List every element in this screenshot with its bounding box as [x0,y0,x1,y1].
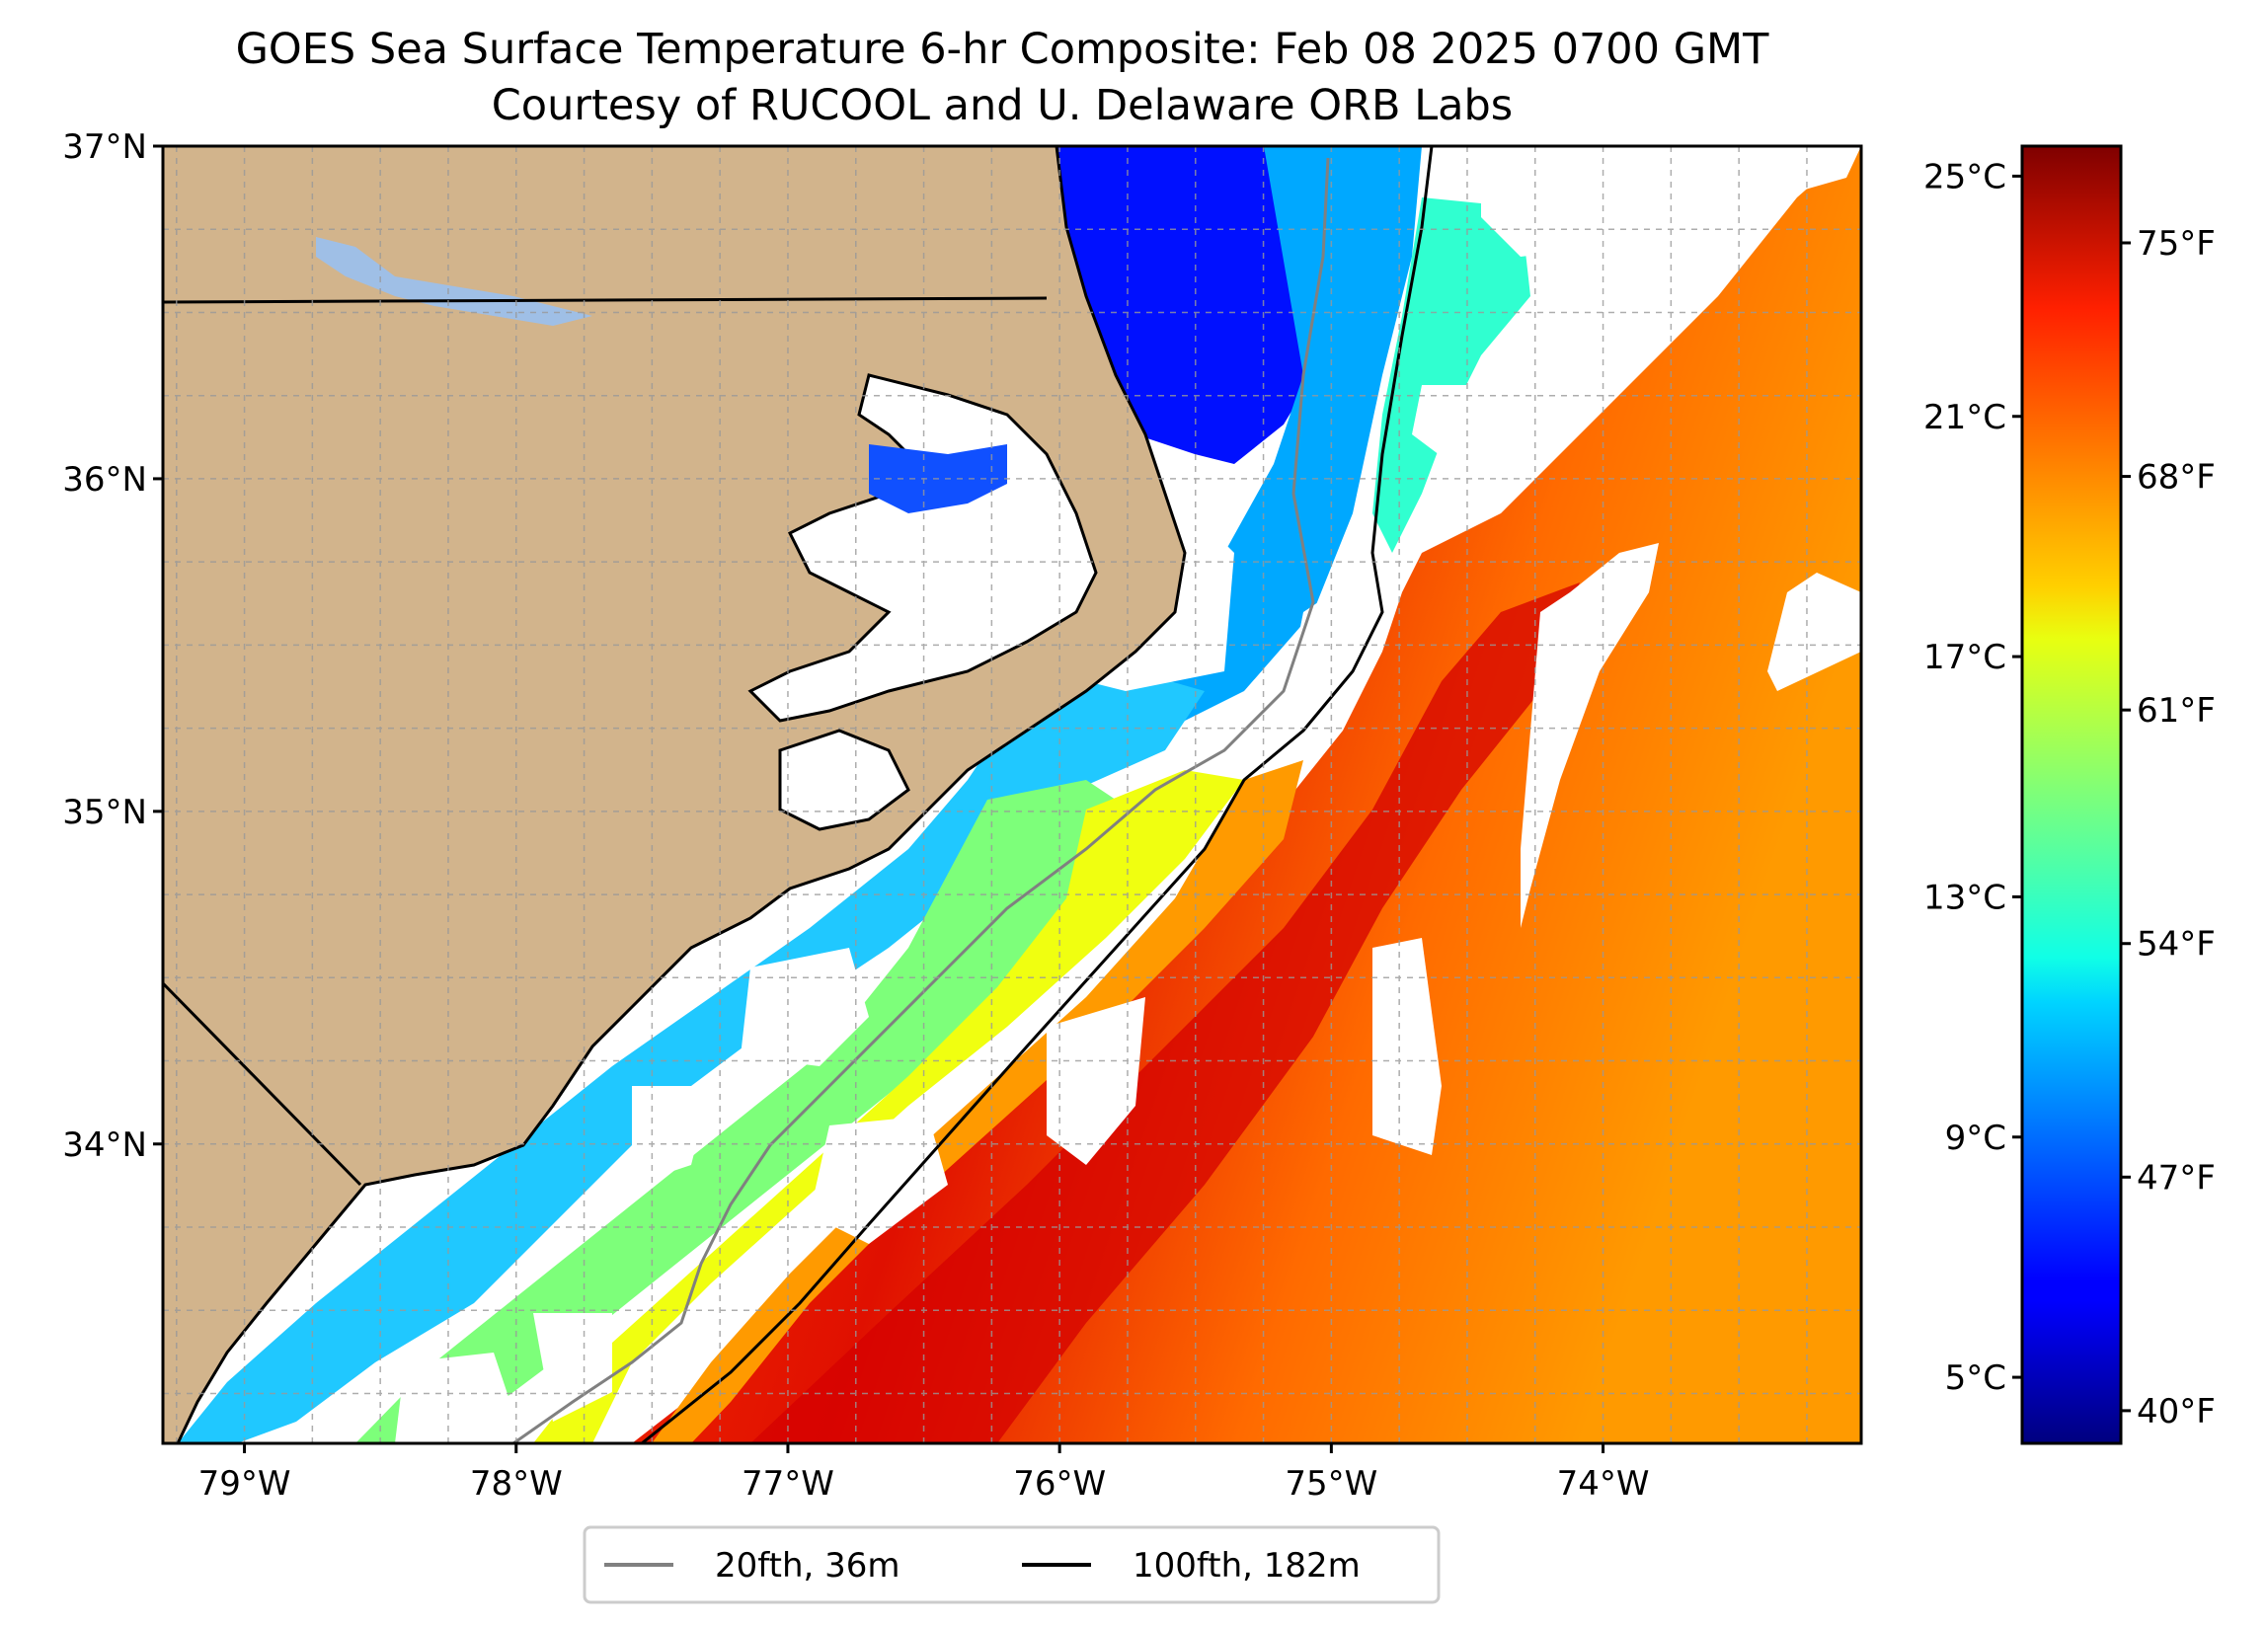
cloud-gap [1047,997,1145,1165]
lon-tick-label: 74°W [1557,1464,1650,1504]
fahrenheit-tick-label: 68°F [2137,458,2216,498]
cloud-gap [1521,543,1659,928]
map-frame [161,144,1863,1445]
map-area [163,146,1861,1443]
state-border-sc [163,981,362,1187]
cloud-gap [1372,938,1442,1155]
map-subtitle: Courtesy of RUCOOL and U. Delaware ORB L… [492,81,1513,130]
sound-water [778,729,910,831]
lon-tick-label: 76°W [1013,1464,1106,1504]
fahrenheit-tick-label: 75°F [2137,224,2216,264]
state-border [163,296,1048,304]
isobath-100fth [641,146,1434,1443]
shelf-water-blue [1037,146,1422,750]
shelf-water-teal [178,671,1205,1443]
lat-tick-label: 34°N [62,1125,147,1165]
legend: 20fth, 36m 100fth, 182m [583,1525,1441,1604]
lat-tick-label: 35°N [62,793,147,832]
cloud-gap [395,1353,513,1443]
legend-box [583,1525,1441,1604]
celsius-tick-label: 21°C [1923,398,2006,437]
gridlines [163,146,1861,1443]
fahrenheit-tick-label: 54°F [2137,925,2216,965]
legend-label-100fth: 100fth, 182m [1133,1546,1361,1586]
latitude-ticks: 37°N 36°N 35°N 34°N [62,127,163,1165]
cloud-gap [1412,385,1501,464]
lat-tick-label: 37°N [62,127,147,167]
celsius-tick-label: 9°C [1945,1119,2006,1158]
celsius-tick-label: 17°C [1923,638,2006,677]
gulf-stream-core [750,582,1580,1443]
lon-tick-label: 79°W [198,1464,291,1504]
lake [316,237,592,326]
cloud-gap [533,1313,612,1422]
legend-label-20fth: 20fth, 36m [715,1546,900,1586]
cloud-gap [1767,573,1861,691]
fahrenheit-tick-label: 61°F [2137,691,2216,731]
fahrenheit-ticks: 75°F 68°F 61°F 54°F 47°F 40°F [2121,224,2216,1432]
shelf-water-yellow [533,770,1244,1443]
map-title: GOES Sea Surface Temperature 6-hr Compos… [236,25,1770,74]
isobath-20fth [512,157,1330,1443]
fahrenheit-tick-label: 47°F [2137,1158,2216,1198]
longitude-ticks: 79°W 78°W 77°W 76°W 75°W 74°W [198,1443,1650,1504]
lon-tick-label: 77°W [742,1464,834,1504]
colorbar [2020,144,2123,1445]
celsius-ticks: 25°C 21°C 17°C 13°C 9°C 5°C [1923,157,2022,1398]
lat-tick-label: 36°N [62,460,147,500]
cloud-gap [810,1116,948,1244]
cloud-gap [1679,146,1861,197]
celsius-tick-label: 25°C [1923,157,2006,196]
cloud-gap [1284,573,1382,711]
lon-tick-label: 78°W [470,1464,563,1504]
fahrenheit-tick-label: 40°F [2137,1392,2216,1432]
sst-warm-water [632,148,1861,1443]
shelf-water-green [355,780,1145,1443]
celsius-tick-label: 13°C [1923,878,2006,917]
lon-tick-label: 75°W [1285,1464,1377,1504]
celsius-tick-label: 5°C [1945,1358,2006,1398]
